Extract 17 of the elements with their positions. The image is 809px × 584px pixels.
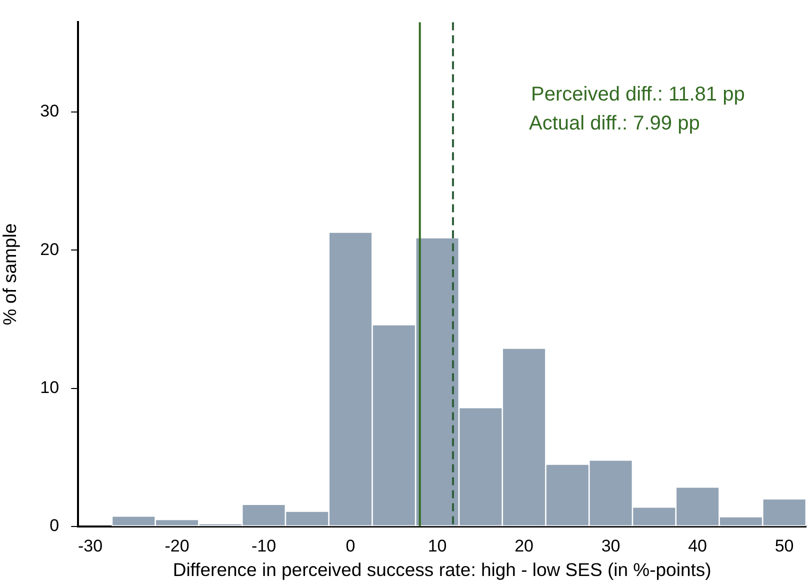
annotation: Actual diff.: 7.99 pp bbox=[529, 112, 700, 135]
y-tick-label: 20 bbox=[40, 240, 60, 259]
y-tick-label: 30 bbox=[40, 102, 60, 121]
y-axis-title: % of sample bbox=[0, 223, 20, 326]
x-tick-label: 40 bbox=[688, 536, 708, 556]
x-tick-label: -20 bbox=[164, 536, 190, 556]
y-tick-label: 10 bbox=[40, 378, 60, 397]
x-axis-title: Difference in perceived success rate: high - low SES (in %-points) bbox=[172, 558, 712, 580]
y-tick-label: 0 bbox=[50, 516, 60, 536]
x-tick-label: 20 bbox=[514, 536, 534, 556]
x-tick-label: 30 bbox=[601, 536, 620, 556]
x-tick-label: -30 bbox=[78, 536, 103, 556]
x-tick-label: -10 bbox=[251, 536, 276, 556]
x-tick-label: 0 bbox=[346, 536, 356, 556]
x-tick-label: 10 bbox=[428, 536, 447, 556]
annotation: Perceived diff.: 11.81 pp bbox=[531, 84, 745, 106]
x-tick-label: 50 bbox=[774, 536, 794, 556]
